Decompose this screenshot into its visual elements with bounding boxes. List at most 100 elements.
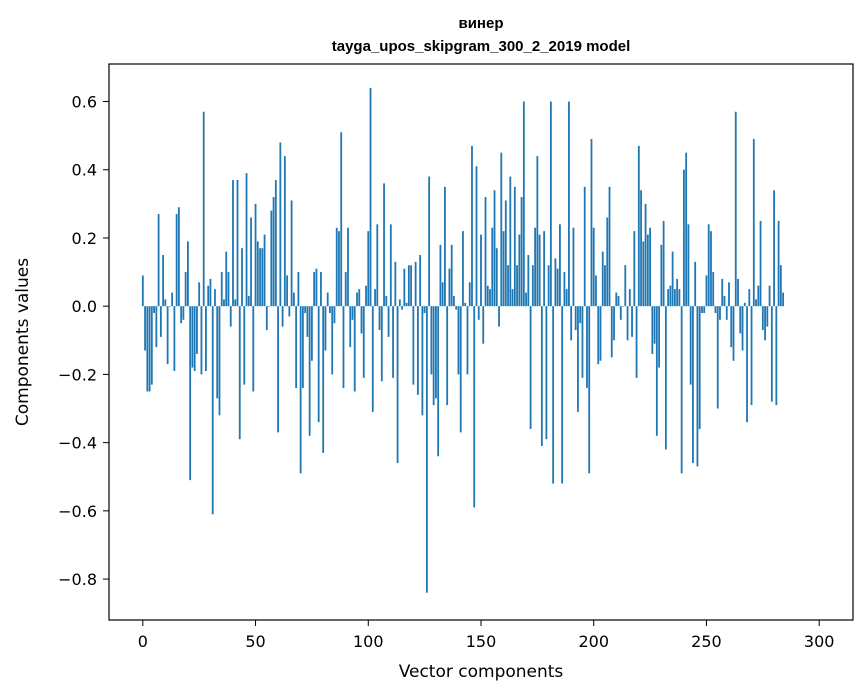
bar-254 [714,306,717,313]
bar-19 [184,272,187,307]
bar-171 [527,255,530,307]
x-tick-label: 300 [804,632,835,651]
bar-60 [277,306,279,433]
bar-201 [595,275,597,307]
bar-284 [782,292,785,307]
bar-210 [615,292,618,307]
bar-146 [471,145,473,307]
bar-64 [286,275,289,307]
bar-261 [730,306,733,348]
bar-42 [236,179,239,307]
bar-20 [187,241,189,307]
bar-126 [425,306,428,593]
bar-37 [225,251,228,307]
bar-139 [455,306,458,310]
bar-1 [144,306,146,351]
bar-279 [770,306,773,402]
bar-70 [299,306,302,474]
bar-14 [173,306,176,371]
bar-78 [317,306,320,423]
bar-12 [168,306,171,307]
bar-206 [606,217,609,307]
bar-22 [191,306,194,368]
bar-5 [153,306,155,313]
bar-132 [439,244,442,307]
y-tick-label: −0.8 [58,570,97,589]
bar-80 [322,306,325,453]
bar-266 [741,306,744,351]
bar-144 [466,306,469,375]
bar-90 [344,272,347,307]
bar-89 [342,306,345,389]
bar-40 [232,179,234,307]
bar-194 [579,306,582,324]
bar-198 [588,306,591,474]
bar-281 [775,306,778,406]
bar-176 [538,234,541,307]
bar-96 [358,289,361,307]
bar-243 [689,306,692,385]
bar-257 [721,278,724,307]
bar-202 [597,306,600,365]
bar-35 [220,272,223,307]
bar-218 [633,231,636,307]
bar-260 [728,282,730,307]
bar-104 [376,224,379,307]
bar-220 [637,145,640,307]
bar-169 [522,101,525,307]
bar-262 [732,306,735,361]
bar-38 [227,272,230,307]
bar-274 [759,220,762,307]
bar-16 [177,207,180,307]
bar-229 [658,306,661,368]
bar-124 [421,306,424,416]
bar-195 [581,306,584,378]
bar-10 [164,299,167,307]
bar-94 [353,306,356,392]
bar-63 [283,156,286,307]
bar-168 [520,197,523,307]
bar-13 [171,292,174,307]
x-tick-label: 0 [138,632,148,651]
bar-145 [468,282,471,307]
bar-85 [333,306,336,324]
bar-236 [673,289,676,307]
bar-192 [574,306,577,331]
bar-92 [349,306,352,348]
bar-208 [610,306,613,358]
bar-69 [297,272,300,307]
bar-72 [304,306,307,313]
bar-82 [326,292,329,307]
bar-211 [617,295,620,307]
bar-173 [531,265,534,307]
bar-204 [601,251,604,307]
bar-265 [739,306,742,334]
bars-group [141,87,785,593]
bar-157 [495,248,498,307]
bar-186 [561,306,564,484]
bar-73 [306,306,309,337]
bar-153 [486,285,489,307]
bar-68 [295,306,298,389]
bar-190 [570,306,573,341]
bar-250 [705,275,708,307]
bar-161 [504,200,507,307]
bar-49 [252,306,255,392]
bar-154 [489,289,491,307]
bar-98 [362,306,365,378]
bar-151 [482,306,485,344]
bar-197 [586,306,588,389]
bar-263 [734,111,737,307]
bar-125 [423,306,426,313]
bar-112 [394,261,397,307]
bar-91 [347,227,349,307]
bar-36 [223,299,225,307]
bar-277 [766,306,769,327]
bar-65 [288,306,291,317]
bar-31 [211,306,214,515]
bar-0 [141,275,144,307]
bar-191 [572,227,575,307]
bar-256 [719,306,721,320]
bar-86 [335,227,338,307]
bar-180 [547,265,550,307]
